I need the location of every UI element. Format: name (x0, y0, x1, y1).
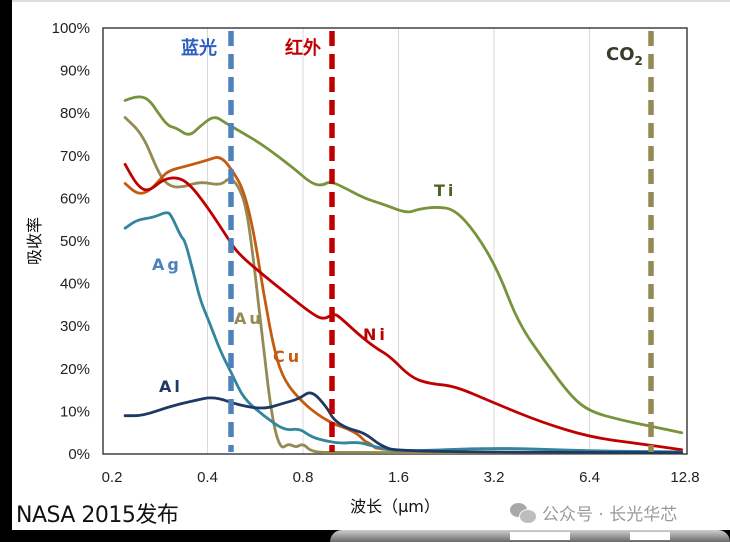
x-tick-label: 6.4 (579, 469, 600, 486)
source-note: NASA 2015发布 (16, 503, 179, 528)
series-label-ti: Ti (434, 181, 456, 200)
y-tick-label: 0% (68, 446, 90, 463)
series-label-ni: Ni (363, 325, 388, 344)
x-tick-label: 0.8 (293, 469, 314, 486)
x-axis-ticks: 0.2 0.4 0.8 1.6 3.2 6.4 12.8 (102, 469, 700, 486)
x-tick-label: 12.8 (670, 469, 699, 486)
x-axis-title: 波长（μm） (350, 497, 440, 516)
x-tick-label: 1.6 (388, 469, 409, 486)
series-label-cu: Cu (273, 347, 302, 366)
series-lines (123, 95, 684, 455)
marker-label: 蓝光 (181, 37, 217, 59)
x-tick-label: 3.2 (484, 469, 505, 486)
y-tick-label: 40% (60, 276, 90, 293)
series-cu (123, 156, 684, 455)
series-ti (123, 95, 684, 435)
x-tick-label: 0.4 (197, 469, 218, 486)
y-tick-label: 90% (60, 63, 90, 80)
marker-lines: 蓝光 红外 CO2 (181, 31, 654, 452)
series-ag (123, 211, 684, 454)
series-al (123, 391, 684, 455)
watermark-text: 公众号 · 长光华芯 (542, 505, 678, 525)
y-tick-label: 80% (60, 105, 90, 122)
y-tick-label: 20% (60, 361, 90, 378)
gridlines (207, 28, 590, 454)
y-tick-label: 100% (52, 20, 90, 37)
x-tick-label: 0.2 (102, 469, 123, 486)
series-au (123, 116, 684, 455)
series-label-al: Al (159, 377, 183, 396)
y-tick-label: 70% (60, 148, 90, 165)
watermark: 公众号 · 长光华芯 (510, 500, 677, 525)
y-tick-label: 60% (60, 190, 90, 207)
y-tick-label: 10% (60, 403, 90, 420)
series-label-au: Au (234, 309, 264, 328)
y-axis-title: 吸收率 (25, 217, 44, 265)
bottom-decoration (330, 530, 730, 542)
marker-label: 红外 (285, 37, 321, 59)
plot-area (102, 27, 688, 455)
y-tick-label: 30% (60, 318, 90, 335)
series-label-ag: Ag (152, 255, 182, 274)
marker-label-co2: CO2 (606, 44, 643, 68)
chart-frame (12, 0, 730, 530)
series-labels: Ti Au Cu Ni Ag Al (152, 181, 456, 396)
y-tick-label: 50% (60, 233, 90, 250)
wechat-icon (510, 502, 537, 524)
series-ni (123, 162, 684, 452)
y-axis-ticks: 0% 10% 20% 30% 40% 50% 60% 70% 80% 90% 100% (52, 20, 90, 463)
